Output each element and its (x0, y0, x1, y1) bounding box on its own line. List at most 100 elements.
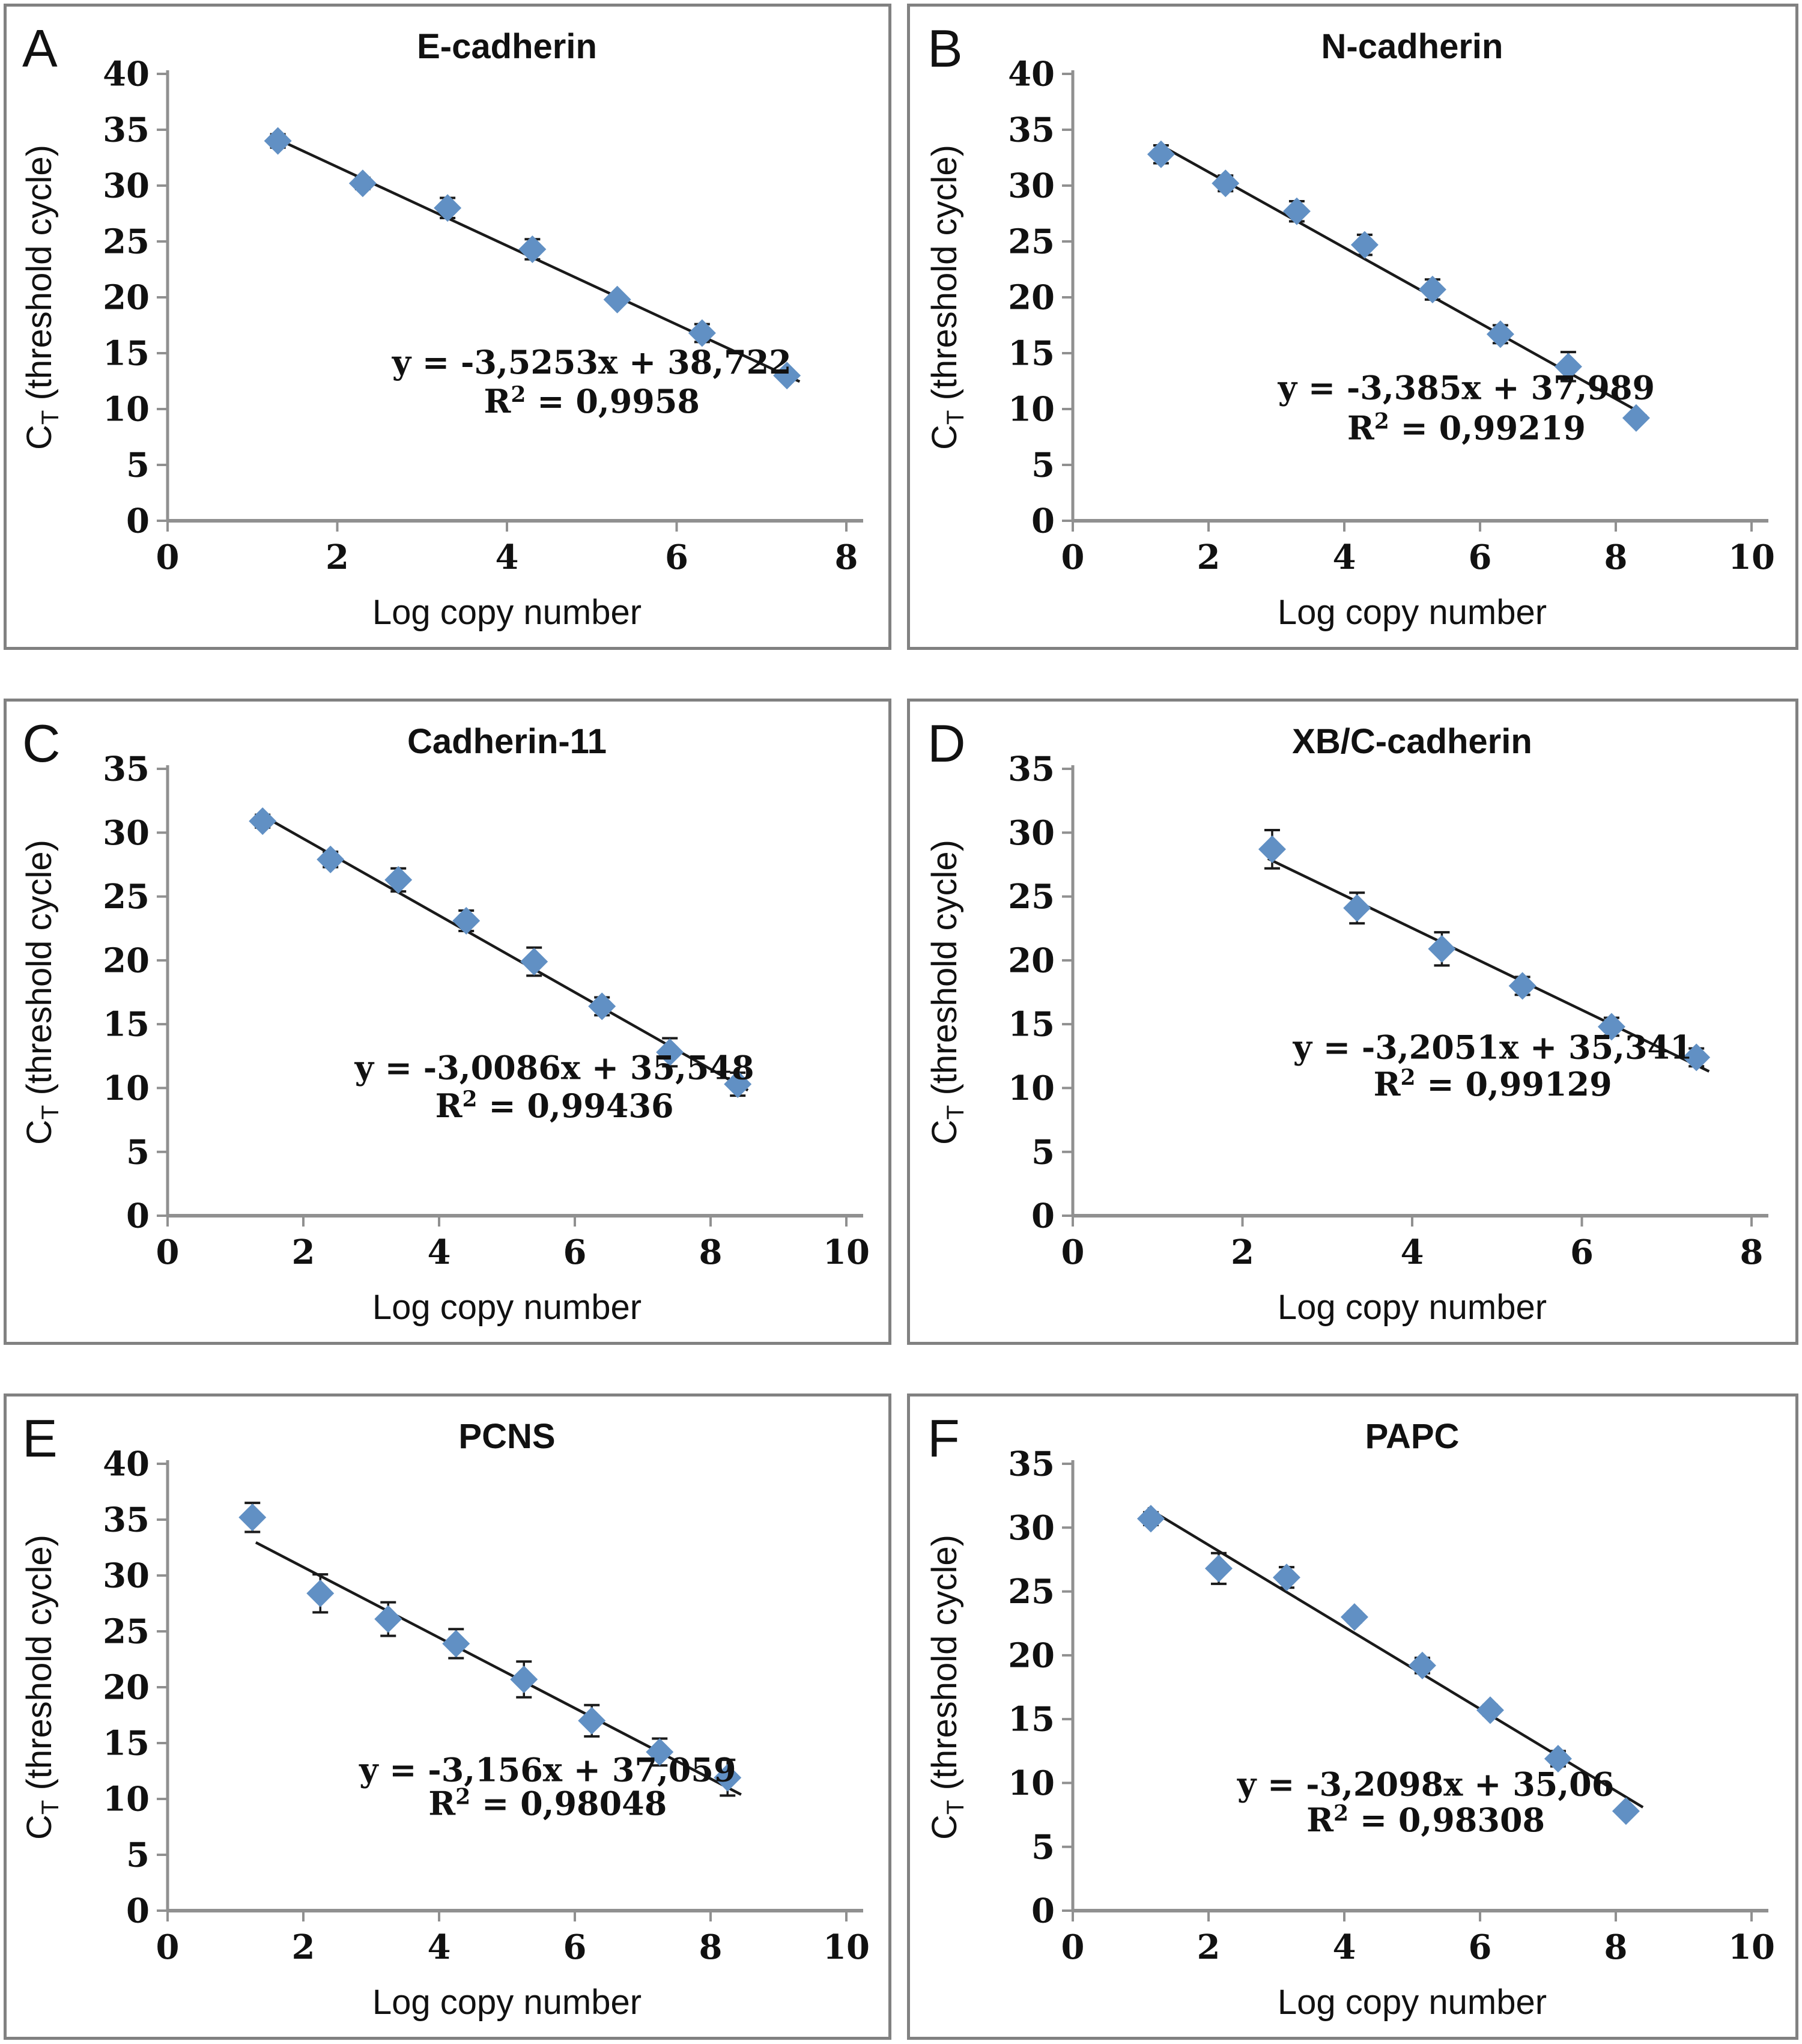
chart-title: XB/C-cadherin (1292, 722, 1532, 761)
y-axis-label: CT (threshold cycle) (925, 840, 969, 1145)
data-point (724, 1070, 752, 1099)
data-point (1408, 1651, 1436, 1679)
y-tick-label: 30 (1008, 1508, 1055, 1548)
y-axis-label: CT (threshold cycle) (20, 840, 64, 1145)
x-tick-label: 4 (428, 1233, 451, 1272)
panel-c: 0 5 10 15 20 25 30 35 0 2 4 6 8 10 y = -3,0086x + 35,5… (4, 699, 891, 1345)
y-tick-label: 35 (1008, 750, 1055, 789)
y-tick-label: 15 (103, 334, 150, 374)
chart-title: PCNS (458, 1417, 555, 1456)
data-point (520, 947, 548, 975)
y-tick-label: 30 (1008, 813, 1055, 853)
data-point (1212, 169, 1240, 198)
y-tick-label: 20 (1008, 1636, 1055, 1675)
y-tick-label: 0 (1031, 1196, 1055, 1236)
x-axis-label: Log copy number (1278, 1288, 1547, 1327)
x-tick-label: 10 (823, 1233, 870, 1272)
data-point (1612, 1797, 1640, 1825)
data-point (264, 127, 292, 155)
y-tick-label: 15 (1008, 1700, 1055, 1739)
y-tick-label: 10 (103, 1069, 150, 1108)
x-tick-label: 6 (1469, 1927, 1492, 1967)
data-point (1476, 1696, 1504, 1724)
data-point (1272, 1563, 1300, 1592)
x-tick-label: 8 (835, 538, 858, 577)
y-tick-label: 35 (1008, 111, 1055, 150)
data-point (656, 1038, 684, 1066)
r-squared-text: R2 = 0,98048 (428, 1784, 667, 1822)
y-tick-label: 5 (1031, 446, 1055, 485)
x-tick-label: 6 (563, 1233, 587, 1272)
data-point (452, 906, 481, 935)
chart-cadherin-11: 0 5 10 15 20 25 30 35 0 2 4 6 8 10 y = -3,0086x + 35,5… (20, 714, 870, 1327)
x-axis-label: Log copy number (372, 1288, 642, 1327)
data-point (688, 319, 716, 347)
chart-pcns: 0 5 10 15 20 25 30 35 40 0 2 4 6 8 10 y = -3,156x + 37,… (20, 1409, 870, 2022)
data-point (510, 1665, 538, 1693)
panel-letter: F (927, 1409, 960, 1468)
y-tick-label: 15 (1008, 334, 1055, 374)
chart-title: E-cadherin (417, 27, 597, 66)
data-point (1343, 894, 1371, 922)
y-tick-label: 0 (1031, 1891, 1055, 1931)
y-axis-label: CT (threshold cycle) (925, 1535, 969, 1840)
data-point (518, 235, 547, 264)
panel-e: 0 5 10 15 20 25 30 35 40 0 2 4 6 8 10 y = -3,156x + 37,… (4, 1393, 891, 2040)
data-point (384, 866, 413, 894)
y-axis-label: CT (threshold cycle) (20, 1535, 64, 1840)
y-tick-label: 40 (1008, 55, 1055, 94)
y-tick-label: 10 (1008, 1069, 1055, 1108)
data-point (374, 1605, 402, 1633)
x-tick-label: 8 (1740, 1233, 1764, 1272)
y-tick-label: 5 (1031, 1827, 1055, 1867)
y-axis-label: CT (threshold cycle) (925, 145, 969, 450)
y-tick-label: 25 (103, 1612, 150, 1652)
data-point (1554, 353, 1582, 381)
data-point (1428, 935, 1456, 963)
x-tick-label: 0 (156, 538, 180, 577)
y-tick-label: 0 (126, 1891, 150, 1931)
data-point (1508, 972, 1537, 1000)
y-tick-label: 25 (1008, 877, 1055, 917)
x-tick-label: 0 (1061, 1927, 1085, 1967)
x-tick-label: 0 (156, 1233, 180, 1272)
equation-text: y = -3,2098x + 35,06 (1237, 1765, 1614, 1803)
x-tick-label: 2 (326, 538, 349, 577)
y-tick-label: 20 (1008, 278, 1055, 318)
panel-a: 0 5 10 15 20 25 30 35 40 0 2 4 6 8 y = -3,5253x + 38,7… (4, 4, 891, 650)
x-tick-label: 2 (1231, 1233, 1254, 1272)
data-point (1340, 1603, 1368, 1631)
y-axis-label: CT (threshold cycle) (20, 145, 64, 450)
data-point (1597, 1013, 1625, 1041)
panel-letter: E (22, 1409, 58, 1468)
data-point (1622, 404, 1650, 432)
equation-text: y = -3,156x + 37,059 (359, 1751, 736, 1789)
data-point (249, 807, 277, 835)
x-tick-label: 0 (156, 1927, 180, 1967)
x-tick-label: 2 (292, 1927, 315, 1967)
x-tick-label: 10 (823, 1927, 870, 1967)
x-tick-label: 10 (1728, 538, 1775, 577)
y-tick-label: 25 (103, 222, 150, 262)
data-point (1204, 1554, 1233, 1583)
x-tick-label: 6 (563, 1927, 587, 1967)
r-squared-text: R2 = 0,99129 (1374, 1065, 1612, 1103)
data-point (306, 1579, 335, 1607)
y-tick-label: 25 (1008, 222, 1055, 262)
equation-text: y = -3,5253x + 38,722 (392, 343, 792, 381)
y-tick-label: 40 (103, 1445, 150, 1484)
y-tick-label: 10 (103, 1780, 150, 1819)
x-axis-label: Log copy number (372, 1983, 642, 2022)
x-tick-label: 10 (1728, 1927, 1775, 1967)
x-tick-label: 8 (1604, 1927, 1628, 1967)
y-tick-label: 30 (103, 1556, 150, 1596)
data-point (773, 362, 801, 390)
x-tick-label: 4 (1401, 1233, 1424, 1272)
x-tick-label: 4 (496, 538, 519, 577)
x-tick-label: 6 (1570, 1233, 1594, 1272)
data-point (578, 1706, 606, 1735)
y-tick-label: 5 (126, 446, 150, 485)
y-tick-label: 25 (1008, 1572, 1055, 1612)
y-tick-label: 30 (103, 813, 150, 853)
